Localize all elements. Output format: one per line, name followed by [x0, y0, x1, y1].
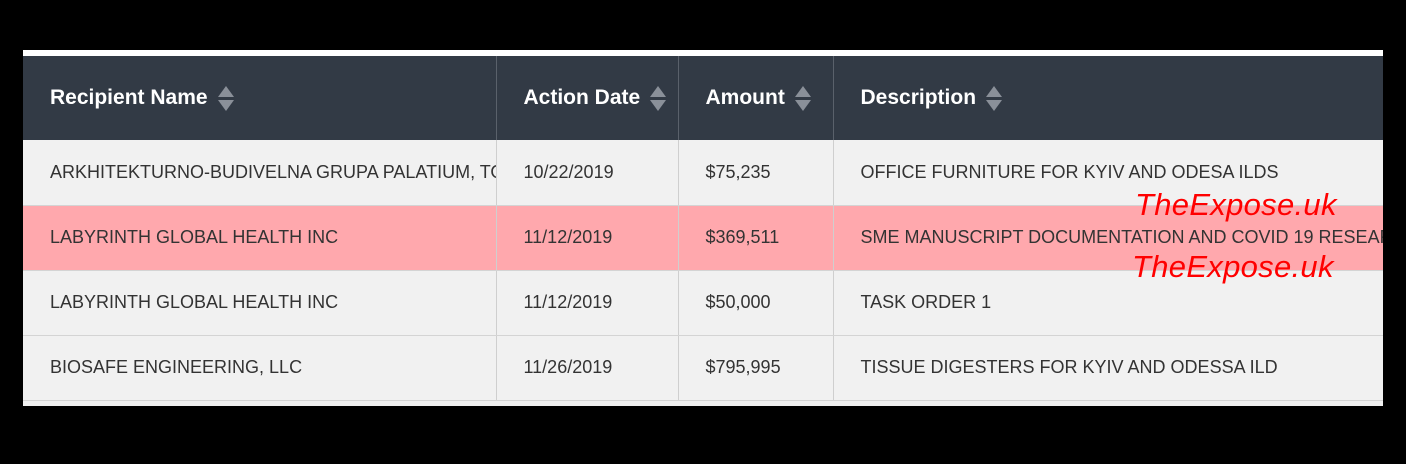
table-row: LABYRINTH GLOBAL HEALTH INC 11/12/2019 $…: [23, 270, 1383, 336]
table-header-row: Recipient Name Action Date Amount Descri…: [23, 56, 1383, 140]
sort-arrows-icon[interactable]: [986, 85, 1003, 111]
cell-description: OFFICE FURNITURE FOR KYIV AND ODESA ILDS: [833, 140, 1383, 206]
cell-action-date: 11/12/2019: [496, 270, 679, 336]
cell-action-date: 11/12/2019: [496, 205, 679, 271]
column-header-amount[interactable]: Amount: [678, 56, 834, 140]
awards-table: Recipient Name Action Date Amount Descri…: [23, 56, 1383, 401]
cell-amount: $50,000: [678, 270, 834, 336]
table-row: BIOSAFE ENGINEERING, LLC 11/26/2019 $795…: [23, 335, 1383, 401]
sort-arrows-icon[interactable]: [217, 85, 234, 111]
cell-description: TISSUE DIGESTERS FOR KYIV AND ODESSA ILD: [833, 335, 1383, 401]
cell-amount: $75,235: [678, 140, 834, 206]
cell-action-date: 10/22/2019: [496, 140, 679, 206]
cell-recipient-name[interactable]: BIOSAFE ENGINEERING, LLC: [23, 335, 497, 401]
cell-recipient-name[interactable]: LABYRINTH GLOBAL HEALTH INC: [23, 205, 497, 271]
cell-action-date: 11/26/2019: [496, 335, 679, 401]
watermark-text: TheExpose.uk: [1135, 187, 1337, 222]
cell-amount: $795,995: [678, 335, 834, 401]
column-header-label: Action Date: [523, 85, 641, 109]
column-header-recipient-name[interactable]: Recipient Name: [23, 56, 497, 140]
table-row: ARKHITEKTURNO-BUDIVELNA GRUPA PALATIUM, …: [23, 140, 1383, 206]
cell-recipient-name[interactable]: LABYRINTH GLOBAL HEALTH INC: [23, 270, 497, 336]
cell-description: TASK ORDER 1: [833, 270, 1383, 336]
cell-amount: $369,511: [678, 205, 834, 271]
column-header-label: Amount: [705, 85, 785, 109]
awards-table-panel: Recipient Name Action Date Amount Descri…: [23, 50, 1383, 406]
sort-arrows-icon[interactable]: [650, 85, 667, 111]
column-header-label: Description: [860, 85, 977, 109]
watermark-text: TheExpose.uk: [1132, 249, 1334, 284]
column-header-label: Recipient Name: [50, 85, 208, 109]
cell-recipient-name[interactable]: ARKHITEKTURNO-BUDIVELNA GRUPA PALATIUM, …: [23, 140, 497, 206]
column-header-description[interactable]: Description: [833, 56, 1383, 140]
table-row-highlighted: LABYRINTH GLOBAL HEALTH INC 11/12/2019 $…: [23, 205, 1383, 271]
sort-arrows-icon[interactable]: [794, 85, 811, 111]
column-header-action-date[interactable]: Action Date: [496, 56, 679, 140]
cell-description: SME MANUSCRIPT DOCUMENTATION AND COVID 1…: [833, 205, 1383, 271]
